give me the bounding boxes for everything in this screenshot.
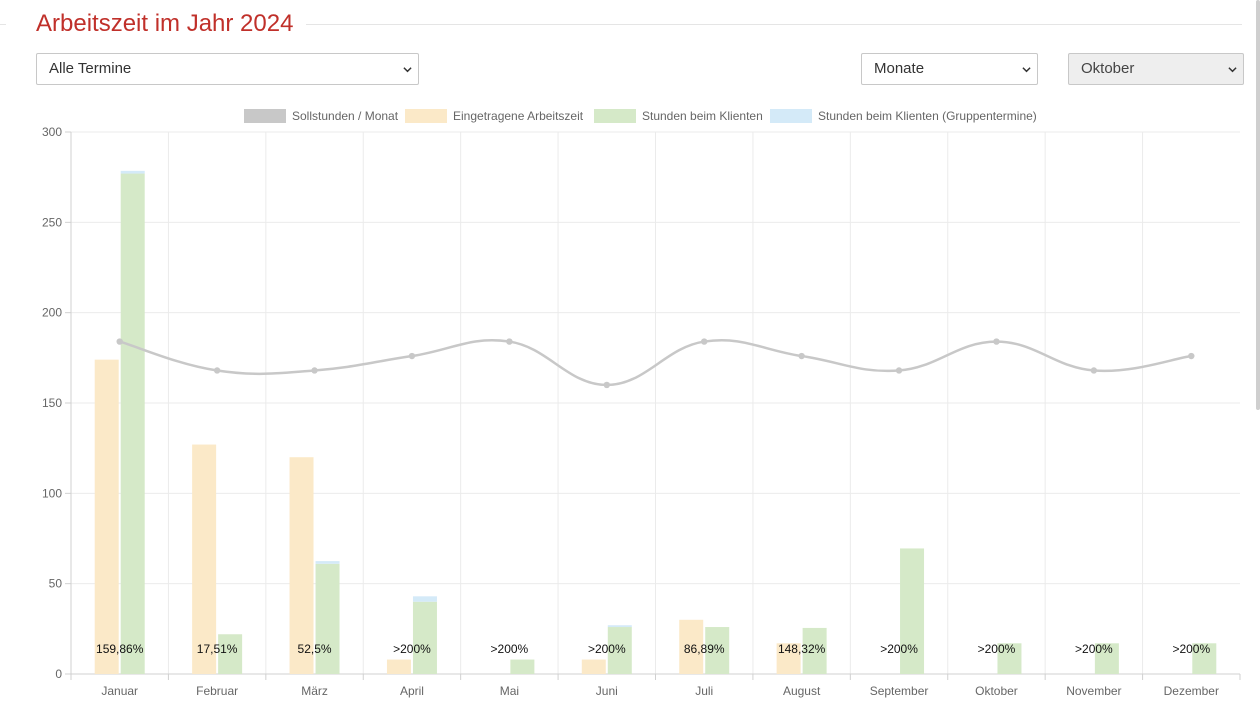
bar-eingetragene-arbeitszeit: [386, 659, 411, 674]
x-tick-label: Dezember: [1164, 684, 1219, 698]
zeitraum-select[interactable]: Monate: [861, 53, 1038, 85]
bar-percent-label: >200%: [978, 642, 1016, 656]
bar-percent-label: >200%: [393, 642, 431, 656]
chevron-down-icon: [403, 67, 412, 73]
arbeitszeit-chart: 0 50 100 150 200 250 300 Januar Februar März April…: [42, 109, 1241, 698]
bar-percent-label: 86,89%: [684, 642, 725, 656]
point-sollstunden: [506, 338, 513, 345]
y-tick-label: 200: [42, 306, 62, 320]
point-sollstunden: [213, 367, 221, 374]
bar-eingetragene-arbeitszeit: [192, 444, 217, 674]
legend-label: Sollstunden / Monat: [292, 109, 399, 123]
legend-label: Stunden beim Klienten: [642, 109, 763, 123]
point-sollstunden: [1090, 367, 1098, 374]
bar-stunden-beim-klienten: [1192, 643, 1217, 674]
bar-stunden-beim-klienten: [607, 627, 632, 674]
bar-eingetragene-arbeitszeit: [679, 619, 704, 674]
x-tick-label: September: [870, 684, 929, 698]
point-sollstunden: [895, 367, 903, 374]
bar-percent-label: 148,32%: [778, 642, 826, 656]
y-tick-label: 300: [42, 125, 62, 139]
bar-percent-label: >200%: [491, 642, 529, 656]
point-sollstunden: [798, 352, 805, 360]
bar-stunden-gruppentermine: [120, 170, 145, 174]
bar-stunden-beim-klienten: [802, 627, 827, 674]
bar-stunden-gruppentermine: [315, 561, 340, 564]
monat-select[interactable]: Oktober: [1068, 53, 1244, 85]
point-sollstunden: [1188, 352, 1195, 360]
bar-percent-label: >200%: [1172, 642, 1210, 656]
chevron-down-icon: [1228, 67, 1237, 73]
bar-stunden-beim-klienten: [315, 563, 340, 674]
bar-stunden-beim-klienten: [705, 627, 730, 674]
point-sollstunden: [701, 338, 708, 345]
header-divider-left: [0, 24, 6, 25]
x-tick-label: Februar: [196, 684, 238, 698]
bar-percent-label: >200%: [588, 642, 626, 656]
x-tick-label: März: [301, 684, 328, 698]
zeitraum-select-value: Monate: [874, 60, 925, 77]
legend-swatch: [594, 109, 636, 123]
x-tick-label: Juli: [695, 684, 713, 698]
y-tick-label: 0: [55, 667, 62, 681]
x-tick-label: August: [783, 684, 821, 698]
point-sollstunden: [408, 352, 416, 360]
x-tick-label: November: [1066, 684, 1121, 698]
termine-select-value: Alle Termine: [49, 60, 132, 77]
bar-eingetragene-arbeitszeit: [776, 643, 801, 674]
point-sollstunden: [993, 338, 1000, 345]
point-sollstunden: [603, 381, 610, 389]
bar-eingetragene-arbeitszeit: [94, 359, 119, 674]
bar-stunden-beim-klienten: [510, 659, 535, 674]
legend-label: Stunden beim Klienten (Gruppentermine): [818, 109, 1037, 123]
monat-select-value: Oktober: [1081, 60, 1135, 77]
bar-percent-label: 159,86%: [96, 642, 144, 656]
x-tick-label: Januar: [101, 684, 138, 698]
bar-stunden-beim-klienten: [997, 643, 1022, 674]
bar-percent-label: >200%: [880, 642, 918, 656]
legend-swatch: [405, 109, 447, 123]
x-tick-label: April: [400, 684, 424, 698]
page-scrollbar[interactable]: [1256, 0, 1260, 410]
x-tick-label: Mai: [500, 684, 519, 698]
bar-percent-label: 52,5%: [298, 642, 332, 656]
bar-eingetragene-arbeitszeit: [581, 659, 606, 674]
x-tick-label: Oktober: [975, 684, 1018, 698]
point-sollstunden: [311, 367, 318, 374]
line-sollstunden: [119, 339, 1192, 387]
bar-percent-label: 17,51%: [197, 642, 238, 656]
bar-stunden-beim-klienten: [900, 548, 925, 674]
y-tick-label: 150: [42, 396, 62, 410]
x-tick-label: Juni: [596, 684, 618, 698]
legend-swatch: [770, 109, 812, 123]
bar-stunden-gruppentermine: [607, 625, 632, 628]
chevron-down-icon: [1022, 67, 1031, 73]
point-sollstunden: [116, 338, 123, 345]
y-tick-label: 250: [42, 215, 62, 229]
bar-stunden-beim-klienten: [218, 634, 243, 674]
bar-stunden-beim-klienten: [120, 173, 145, 674]
bar-eingetragene-arbeitszeit: [289, 457, 314, 674]
y-tick-label: 50: [49, 577, 63, 591]
bar-percent-label: >200%: [1075, 642, 1113, 656]
bar-stunden-beim-klienten: [1094, 643, 1119, 674]
header-divider-right: [306, 24, 1242, 25]
bar-stunden-beim-klienten: [412, 601, 437, 674]
legend-swatch: [244, 109, 286, 123]
bar-stunden-gruppentermine: [412, 596, 437, 602]
y-tick-label: 100: [42, 486, 62, 500]
page-title: Arbeitszeit im Jahr 2024: [36, 10, 294, 37]
legend-label: Eingetragene Arbeitszeit: [453, 109, 584, 123]
page-header: Arbeitszeit im Jahr 2024: [0, 0, 1260, 48]
termine-select[interactable]: Alle Termine: [36, 53, 419, 85]
